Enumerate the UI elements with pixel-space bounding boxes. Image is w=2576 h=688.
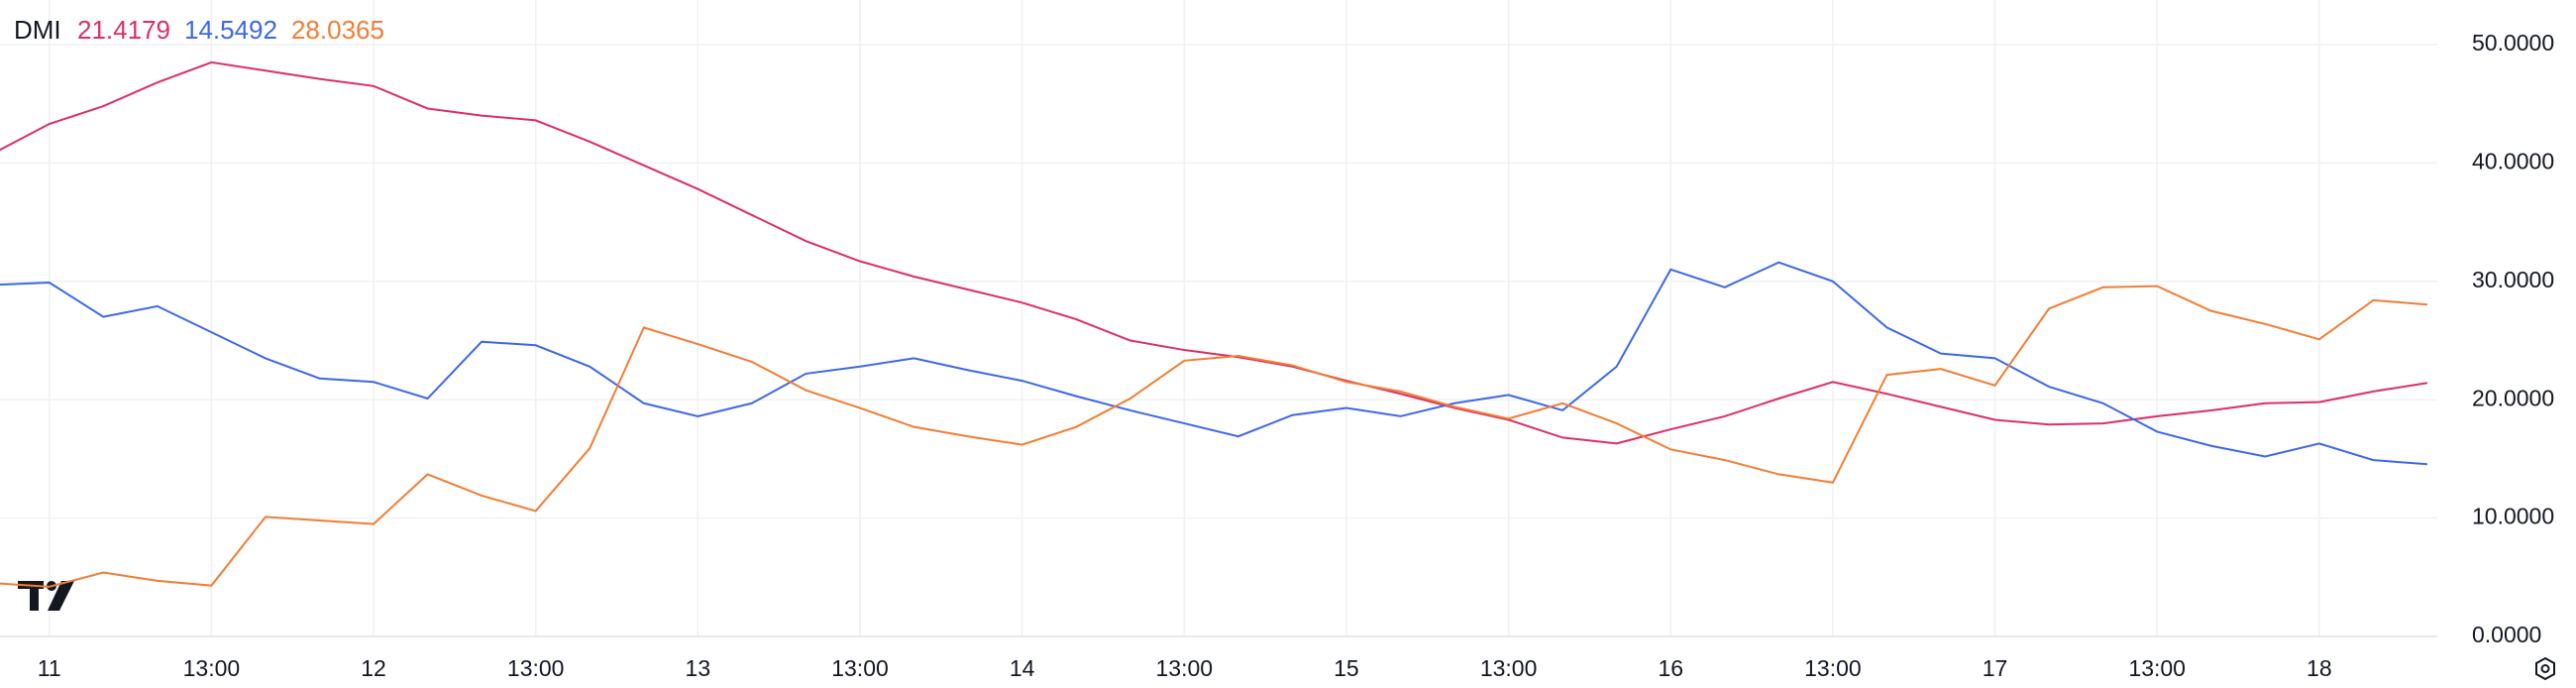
x-tick-label: 13:00: [1804, 655, 1862, 681]
line-series: [0, 285, 2428, 588]
x-tick-label: 13:00: [183, 655, 241, 681]
x-tick-label: 13:00: [1156, 655, 1214, 681]
y-tick-label: 50.0000: [2472, 30, 2554, 56]
x-tick-label: 12: [361, 655, 386, 681]
y-tick-label: 40.0000: [2472, 148, 2554, 173]
y-tick-label: 30.0000: [2472, 267, 2554, 292]
x-tick-label: 17: [1983, 655, 2008, 681]
x-tick-label: 11: [38, 655, 61, 681]
legend-value: 21.4179: [77, 15, 170, 45]
x-tick-label: 13:00: [507, 655, 565, 681]
x-tick-label: 16: [1658, 655, 1683, 681]
x-tick-label: 13:00: [831, 655, 889, 681]
x-tick-label: 13:00: [2128, 655, 2186, 681]
x-tick-label: 13: [686, 655, 711, 681]
line-series: [0, 261, 2428, 466]
y-tick-label: 0.0000: [2472, 622, 2541, 647]
y-tick-label: 20.0000: [2472, 385, 2554, 410]
x-tick-label: 15: [1334, 655, 1359, 681]
x-tick-label: 18: [2307, 655, 2332, 681]
chart-title: DMI: [14, 15, 61, 45]
y-tick-label: 10.0000: [2472, 504, 2554, 529]
settings-icon[interactable]: [2535, 656, 2555, 681]
x-tick-label: 14: [1010, 655, 1035, 681]
legend-value: 28.0365: [291, 15, 384, 45]
legend-value: 14.5492: [184, 15, 277, 45]
line-series: [0, 60, 2428, 445]
x-tick-label: 13:00: [1480, 655, 1538, 681]
